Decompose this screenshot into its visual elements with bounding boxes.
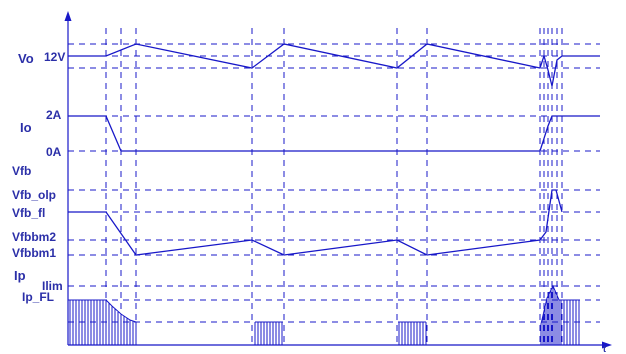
horizontal-reference-lines [68,43,600,323]
waveforms [68,43,600,256]
label-ip: Ip [14,268,26,283]
label-vfb: Vfb [12,164,31,178]
label-2a: 2A [46,108,62,122]
ip-burst-load-step-envelope [540,284,579,325]
io-waveform [68,115,600,152]
vo-waveform [68,43,600,87]
label-vo: Vo [18,51,34,66]
label-io: Io [20,120,32,135]
labels: Vo 12V Io 2A 0A Vfb Vfb_olp Vfb_fl Vfbbm… [12,50,606,354]
ip-waveform [69,284,580,345]
label-vfb-fl: Vfb_fl [12,206,45,220]
ip-burst-load-step [540,286,580,345]
axes [64,11,612,349]
label-vfb-olp: Vfb_olp [12,188,56,202]
x-axis-arrow [602,341,612,349]
vertical-time-markers [105,28,563,345]
ip-burst-full-load [69,300,137,345]
label-x-axis: t [603,344,606,354]
label-12v: 12V [44,50,65,64]
y-axis-arrow [64,11,72,21]
label-0a: 0A [46,145,62,159]
ip-burst-1 [254,322,283,345]
label-ilim: Ilim [42,279,63,293]
label-vfbbm1: Vfbbm1 [12,246,56,260]
label-ip-fl: Ip_FL [22,290,54,304]
ip-burst-2 [398,322,427,345]
vfb-waveform [68,189,563,256]
ip-burst-full-load-decay [105,299,137,323]
label-vfbbm2: Vfbbm2 [12,230,56,244]
